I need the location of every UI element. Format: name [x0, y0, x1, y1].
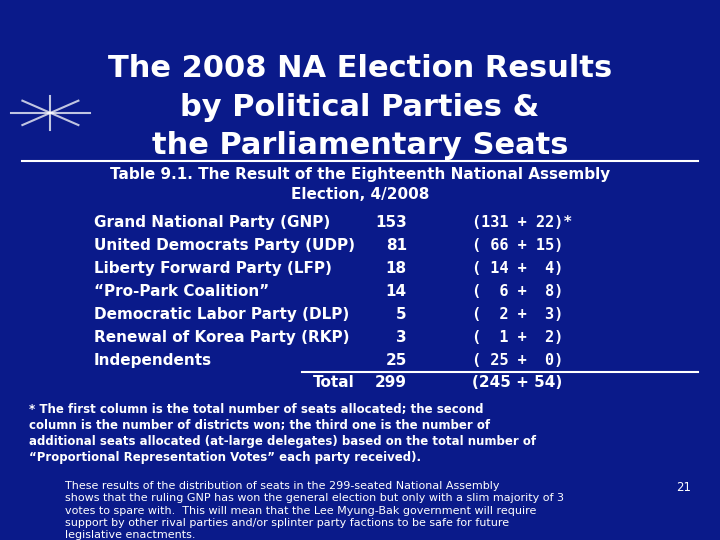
Text: Table 9.1. The Result of the Eighteenth National Assembly
Election, 4/2008: Table 9.1. The Result of the Eighteenth …	[110, 167, 610, 202]
Text: Grand National Party (GNP): Grand National Party (GNP)	[94, 215, 330, 230]
Text: 81: 81	[386, 238, 407, 253]
Text: ( 66 + 15): ( 66 + 15)	[472, 238, 563, 253]
Text: United Democrats Party (UDP): United Democrats Party (UDP)	[94, 238, 355, 253]
Text: ( 25 +  0): ( 25 + 0)	[472, 353, 563, 368]
Text: 5: 5	[396, 307, 407, 322]
Text: (131 + 22)*: (131 + 22)*	[472, 215, 572, 230]
Text: (  1 +  2): ( 1 + 2)	[472, 330, 563, 345]
Text: “Pro-Park Coalition”: “Pro-Park Coalition”	[94, 284, 269, 299]
Text: Renewal of Korea Party (RKP): Renewal of Korea Party (RKP)	[94, 330, 349, 345]
Text: (245 + 54): (245 + 54)	[472, 375, 562, 390]
Text: Liberty Forward Party (LFP): Liberty Forward Party (LFP)	[94, 261, 331, 276]
Text: 299: 299	[375, 375, 407, 390]
Text: ( 14 +  4): ( 14 + 4)	[472, 261, 563, 276]
Text: * The first column is the total number of seats allocated; the second
column is : * The first column is the total number o…	[29, 403, 536, 464]
Text: (  6 +  8): ( 6 + 8)	[472, 284, 563, 299]
Text: The 2008 NA Election Results
by Political Parties &
the Parliamentary Seats: The 2008 NA Election Results by Politica…	[108, 55, 612, 160]
Text: These results of the distribution of seats in the 299-seated National Assembly
s: These results of the distribution of sea…	[65, 481, 564, 540]
Text: 18: 18	[386, 261, 407, 276]
Text: 21: 21	[676, 481, 691, 494]
Text: 25: 25	[385, 353, 407, 368]
Text: 14: 14	[386, 284, 407, 299]
Text: Total: Total	[313, 375, 355, 390]
Text: (  2 +  3): ( 2 + 3)	[472, 307, 563, 322]
Text: 153: 153	[375, 215, 407, 230]
Text: Independents: Independents	[94, 353, 212, 368]
Text: Democratic Labor Party (DLP): Democratic Labor Party (DLP)	[94, 307, 349, 322]
Text: 3: 3	[396, 330, 407, 345]
